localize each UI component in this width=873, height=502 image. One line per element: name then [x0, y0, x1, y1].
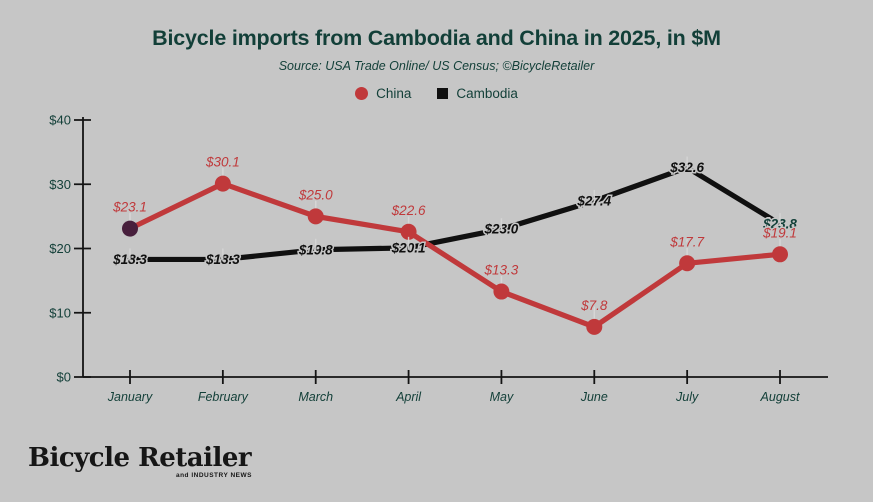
data-point-china [214, 175, 231, 192]
bicycle-retailer-logo: Bicycle Retailer and INDUSTRY NEWS [28, 443, 252, 479]
legend-label-cambodia: Cambodia [456, 86, 518, 101]
data-point-china [586, 318, 603, 335]
data-point-china [400, 223, 417, 240]
x-tick-label: June [580, 390, 608, 404]
logo-main-text: Bicycle Retailer [28, 443, 252, 473]
data-label-china: $13.3 [484, 263, 519, 278]
source-credit: Source: USA Trade Online/ US Census; ©Bi… [278, 59, 595, 73]
data-point-china [307, 208, 324, 225]
legend-item-cambodia: Cambodia [437, 86, 518, 101]
data-point-china [122, 220, 138, 237]
series-line-china [127, 181, 783, 330]
cambodia-square-marker-icon [437, 88, 449, 99]
data-point-china [493, 283, 510, 300]
x-tick-label: July [675, 390, 699, 404]
data-label-china: $19.1 [762, 225, 797, 240]
y-tick-label: $10 [49, 305, 71, 320]
x-tick-label: April [395, 390, 422, 404]
x-tick-label: May [490, 390, 514, 404]
chart-legend: China Cambodia [0, 86, 873, 101]
x-tick-label: March [298, 390, 333, 404]
x-tick-label: February [198, 390, 249, 404]
chart-header: Bicycle imports from Cambodia and China … [0, 0, 873, 101]
data-label-china: $23.1 [112, 200, 147, 215]
y-tick-label: $0 [57, 370, 71, 385]
logo-sub-text: and INDUSTRY NEWS [175, 471, 252, 479]
y-tick-label: $20 [49, 241, 71, 256]
data-label-china: $30.1 [205, 155, 240, 170]
data-label-china: $17.7 [669, 234, 704, 249]
data-label-china: $7.8 [580, 298, 608, 313]
data-label-china: $25.0 [298, 187, 333, 202]
data-point-china [771, 246, 788, 263]
page-title: Bicycle imports from Cambodia and China … [152, 26, 721, 50]
x-tick-label: January [107, 390, 153, 404]
legend-label-china: China [376, 86, 412, 101]
y-tick-label: $40 [49, 113, 71, 128]
china-circle-marker-icon [355, 87, 369, 100]
data-label-china: $22.6 [391, 203, 426, 218]
series-line-cambodia [127, 164, 783, 263]
data-point-china [679, 255, 696, 272]
x-tick-label: August [760, 390, 800, 404]
y-tick-label: $30 [49, 177, 71, 192]
legend-item-china: China [355, 86, 411, 101]
